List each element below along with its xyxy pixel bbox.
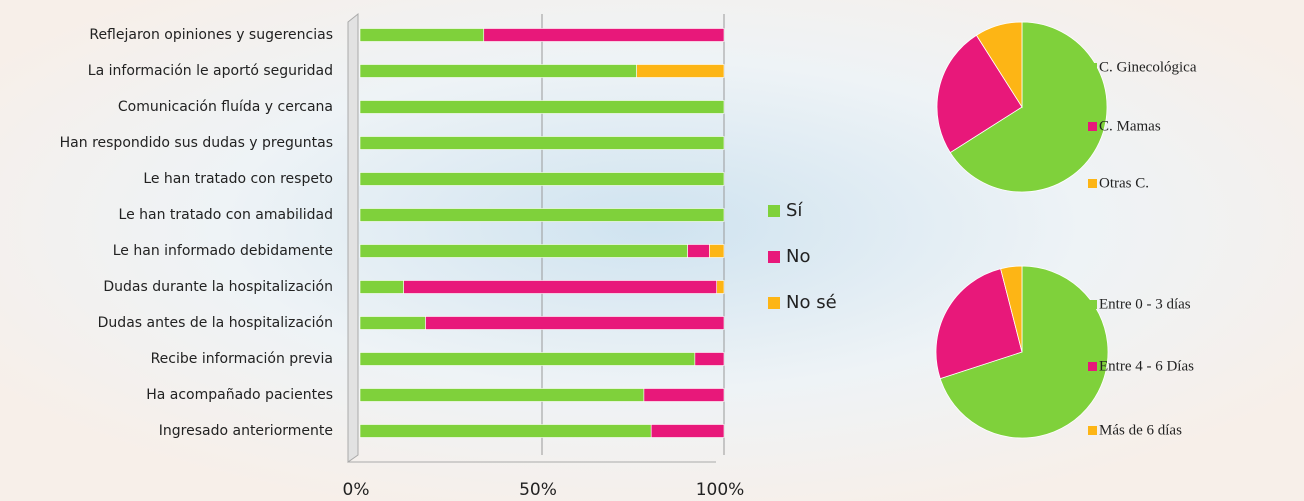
bar-segment — [651, 425, 724, 438]
y-tick-label: Le han informado debidamente — [113, 243, 333, 259]
y-tick-label: La información le aportó seguridad — [88, 63, 333, 79]
legend-swatch — [1088, 179, 1097, 188]
bar-segment — [695, 353, 724, 366]
bar-segment — [360, 209, 724, 222]
legend-label: Más de 6 días — [1099, 422, 1182, 438]
legend-swatch — [768, 205, 780, 217]
y-tick-label: Reflejaron opiniones y sugerencias — [89, 27, 333, 43]
bar-segment — [360, 137, 724, 150]
bar-segment — [360, 389, 644, 402]
legend-swatch — [1088, 122, 1097, 131]
bar-segment — [360, 245, 688, 258]
bar-segment — [404, 281, 717, 294]
bar-segment — [637, 65, 724, 78]
legend-swatch — [1088, 300, 1097, 309]
x-tick-label: 50% — [519, 480, 557, 500]
y-tick-label: Dudas durante la hospitalización — [103, 279, 333, 295]
y-tick-label: Recibe información previa — [151, 351, 333, 367]
y-tick-label: Comunicación fluída y cercana — [118, 99, 333, 115]
y-tick-label: Ha acompañado pacientes — [146, 387, 333, 403]
legend-label: No sé — [786, 292, 837, 313]
x-tick-label: 0% — [343, 480, 370, 500]
bar-segment — [360, 29, 484, 42]
legend-label: Sí — [786, 200, 803, 221]
legend-swatch — [768, 297, 780, 309]
y-tick-label: Ingresado anteriormente — [159, 423, 333, 439]
bar-segment — [360, 353, 695, 366]
axis-wall — [348, 14, 358, 462]
bar-segment — [709, 245, 724, 258]
legend-swatch — [768, 251, 780, 263]
legend-label: Entre 0 - 3 días — [1099, 296, 1191, 312]
legend-label: Otras C. — [1099, 175, 1149, 191]
bar-segment — [717, 281, 724, 294]
bar-segment — [688, 245, 710, 258]
legend-label: No — [786, 246, 810, 267]
legend-swatch — [1088, 63, 1097, 72]
legend-label: C. Mamas — [1099, 118, 1161, 134]
legend-swatch — [1088, 362, 1097, 371]
bar-segment — [426, 317, 724, 330]
bar-segment — [360, 101, 724, 114]
legend-label: Entre 4 - 6 Días — [1099, 358, 1194, 374]
y-tick-label: Han respondido sus dudas y preguntas — [60, 135, 333, 151]
y-tick-label: Le han tratado con amabilidad — [119, 207, 333, 223]
bar-segment — [360, 173, 724, 186]
bar-segment — [360, 317, 426, 330]
x-tick-label: 100% — [696, 480, 745, 500]
bar-segment — [360, 65, 637, 78]
legend-label: C. Ginecológica — [1099, 59, 1197, 75]
bar-segment — [644, 389, 724, 402]
y-tick-label: Le han tratado con respeto — [143, 171, 333, 187]
bar-segment — [360, 281, 404, 294]
bar-segment — [360, 425, 651, 438]
bar-segment — [484, 29, 724, 42]
legend-swatch — [1088, 426, 1097, 435]
y-tick-label: Dudas antes de la hospitalización — [98, 315, 333, 331]
chart: 0% 50% 100% Reflejaron opiniones y sugerenc… — [0, 0, 1304, 501]
